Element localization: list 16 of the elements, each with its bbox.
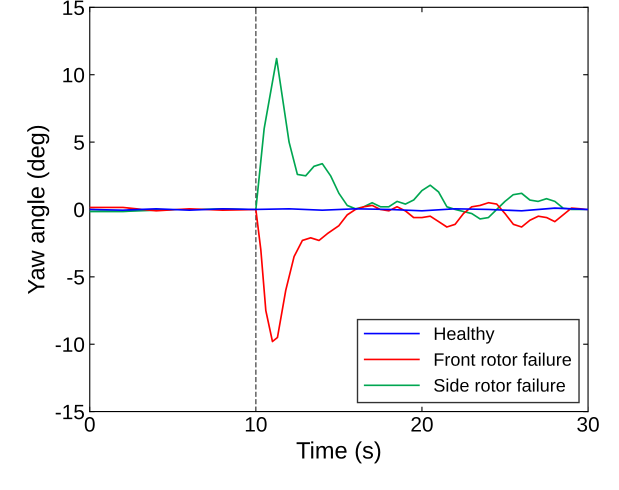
y-tick-label: -15	[56, 404, 84, 420]
x-tick-label: 30	[577, 417, 599, 432]
legend-label: Healthy	[434, 326, 495, 344]
x-tick-label: 0	[84, 417, 95, 432]
x-tick-label: 20	[411, 417, 433, 432]
y-tick-label: 10	[63, 68, 84, 82]
y-tick-label: 5	[74, 135, 84, 150]
x-tick-label: 10	[246, 417, 267, 432]
y-tick-label: -5	[67, 270, 84, 285]
x-axis-title: Time (s)	[296, 441, 380, 464]
y-axis-title: Yaw angle (deg)	[27, 126, 50, 294]
y-tick-label: 0	[74, 202, 84, 218]
legend-label: Side rotor failure	[434, 378, 566, 392]
legend-label: Front rotor failure	[434, 352, 572, 366]
y-tick-label: 15	[63, 0, 84, 16]
y-tick-label: -10	[56, 337, 84, 352]
